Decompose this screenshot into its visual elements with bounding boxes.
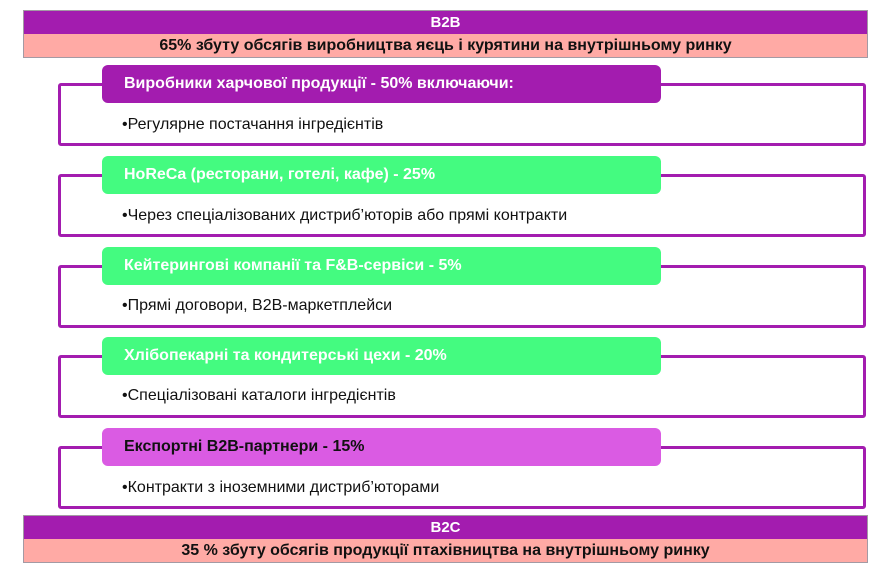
segment-3-heading: Кейтерингові компанії та F&B-сервіси - 5… xyxy=(102,247,661,285)
segment-4-bullet: •Спеціалізовані каталоги інгредієнтів xyxy=(122,387,396,404)
b2c-subtitle: 35 % збуту обсягів продукції птахівництв… xyxy=(24,539,867,563)
b2c-title: B2C xyxy=(24,515,867,539)
segment-4-heading: Хлібопекарні та кондитерські цехи - 20% xyxy=(102,337,661,375)
segment-1-heading: Виробники харчової продукції - 50% включ… xyxy=(102,65,661,103)
b2b-subtitle: 65% збуту обсягів виробництва яєць і кур… xyxy=(24,34,867,58)
segment-2-bullet: •Через спеціалізованих дистриб’юторів аб… xyxy=(122,207,568,224)
segment-2-heading: HoReCa (ресторани, готелі, кафе) - 25% xyxy=(102,156,661,194)
segment-1-bullet: •Регулярне постачання інгредієнтів xyxy=(122,116,384,133)
segment-5-bullet: •Контракти з іноземними дистриб’юторами xyxy=(122,479,440,496)
b2b-header: B2B 65% збуту обсягів виробництва яєць і… xyxy=(23,10,868,58)
segment-5-heading: Експортні B2B-партнери - 15% xyxy=(102,428,661,466)
b2c-header: B2C 35 % збуту обсягів продукції птахівн… xyxy=(23,515,868,563)
segment-3-bullet: •Прямі договори, B2B-маркетплейси xyxy=(122,297,393,314)
b2b-title: B2B xyxy=(24,10,867,34)
